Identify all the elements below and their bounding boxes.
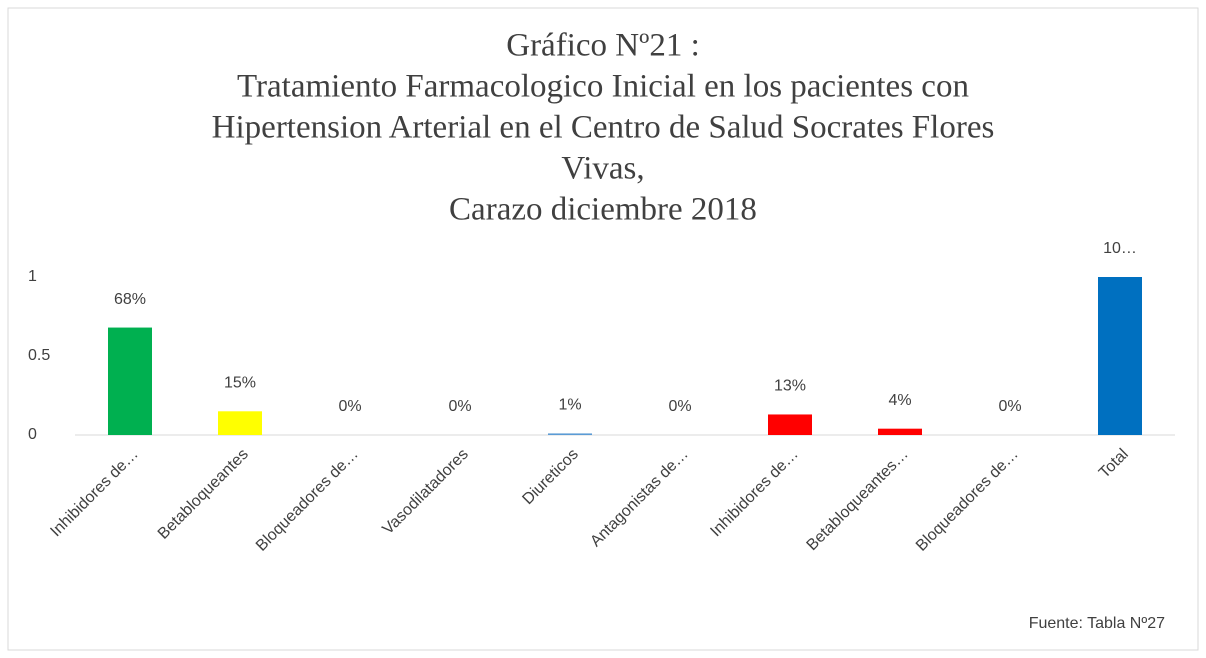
bar <box>218 411 262 435</box>
chart-title: Gráfico Nº21 : <box>506 28 700 64</box>
chart-title: Carazo diciembre 2018 <box>449 192 757 228</box>
value-label: 0% <box>448 398 471 415</box>
bar <box>878 428 922 435</box>
source-note: Fuente: Tabla Nº27 <box>1029 615 1165 632</box>
chart-title: Hipertension Arterial en el Centro de Sa… <box>212 110 995 146</box>
y-tick-label: 0.5 <box>28 347 50 364</box>
value-label: 10… <box>1103 240 1137 257</box>
chart-title: Vivas, <box>561 151 644 187</box>
bar <box>108 327 152 435</box>
y-tick-label: 1 <box>28 268 37 285</box>
value-label: 0% <box>998 398 1021 415</box>
value-label: 15% <box>224 375 256 392</box>
y-tick-label: 0 <box>28 426 37 443</box>
chart-border <box>7 7 1199 651</box>
chart-title: Tratamiento Farmacologico Inicial en los… <box>237 69 969 105</box>
value-label: 1% <box>558 397 581 414</box>
bar <box>548 433 592 435</box>
bar <box>768 414 812 435</box>
value-label: 13% <box>774 378 806 395</box>
value-label: 4% <box>888 392 911 409</box>
value-label: 0% <box>338 398 361 415</box>
value-label: 0% <box>668 398 691 415</box>
bar <box>1098 277 1142 435</box>
value-label: 68% <box>114 291 146 308</box>
